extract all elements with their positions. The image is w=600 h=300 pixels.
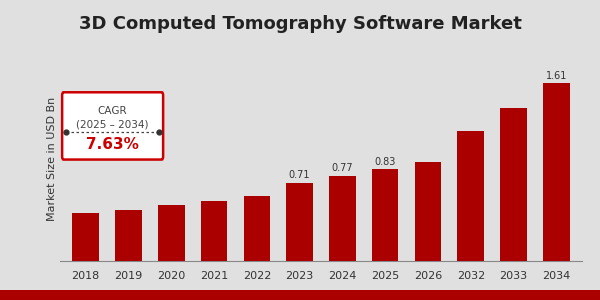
Text: 1.61: 1.61 xyxy=(545,71,567,81)
Text: CAGR: CAGR xyxy=(98,106,127,116)
Bar xyxy=(500,108,527,261)
Bar xyxy=(286,183,313,261)
Bar xyxy=(457,131,484,261)
Bar xyxy=(201,201,227,261)
Bar xyxy=(244,196,270,261)
FancyBboxPatch shape xyxy=(62,92,163,160)
Bar xyxy=(115,210,142,261)
Y-axis label: Market Size in USD Bn: Market Size in USD Bn xyxy=(47,97,57,221)
Bar xyxy=(543,83,569,261)
Text: 0.83: 0.83 xyxy=(374,157,396,167)
Text: (2025 – 2034): (2025 – 2034) xyxy=(76,120,149,130)
Bar xyxy=(415,162,441,261)
Text: 0.77: 0.77 xyxy=(332,163,353,173)
Text: 0.71: 0.71 xyxy=(289,170,310,180)
Bar xyxy=(73,213,99,261)
Bar xyxy=(158,205,185,261)
Text: 3D Computed Tomography Software Market: 3D Computed Tomography Software Market xyxy=(79,15,521,33)
Bar xyxy=(329,176,356,261)
Bar xyxy=(372,169,398,261)
Text: 7.63%: 7.63% xyxy=(86,137,139,152)
